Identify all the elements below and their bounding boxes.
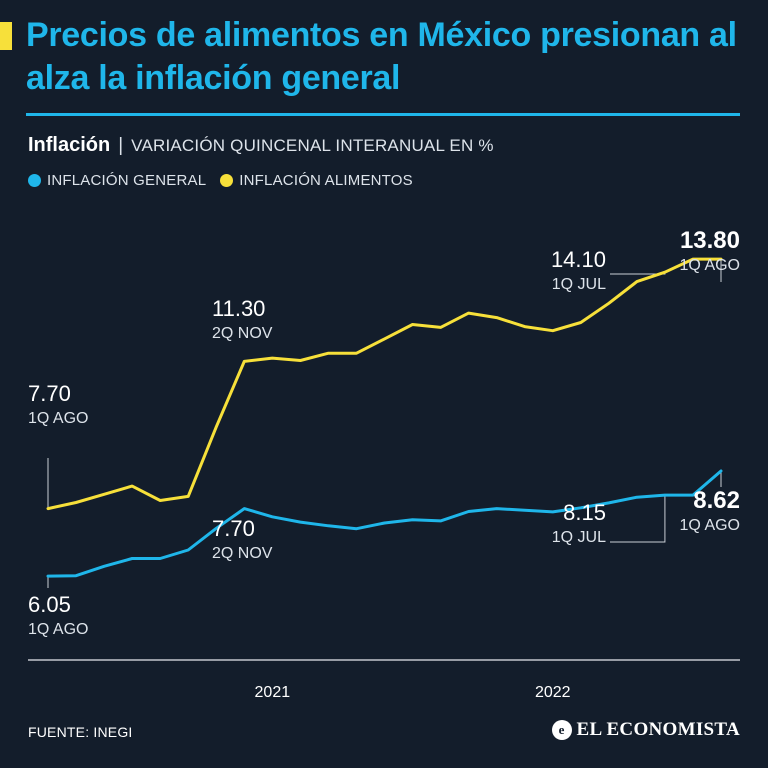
legend-dot-alimentos — [220, 174, 234, 187]
annotation-label: 1Q AGO — [680, 517, 740, 534]
title-divider — [26, 113, 740, 116]
leader-general-jul — [610, 495, 666, 543]
brand-name: EL ECONOMISTA — [576, 719, 740, 740]
title-accent-bar — [0, 22, 12, 50]
annotation-label: 1Q JUL — [552, 276, 606, 293]
legend-dot-general — [28, 174, 41, 187]
annotation-value: 13.80 — [680, 227, 740, 254]
page-title: Precios de alimentos en México presionan… — [26, 16, 737, 97]
annotation-label: 2Q NOV — [212, 545, 273, 562]
annotation-value: 6.05 — [28, 592, 71, 617]
annotation-label: 1Q AGO — [28, 410, 88, 427]
annotation-value: 11.30 — [212, 296, 265, 321]
subtitle-description: VARIACIÓN QUINCENAL INTERANUAL EN % — [131, 136, 494, 155]
brand-icon: e — [551, 720, 572, 740]
legend-label-general: INFLACIÓN GENERAL — [47, 172, 207, 189]
annotation-label: 1Q JUL — [552, 529, 606, 546]
subtitle-separator: | — [118, 135, 124, 156]
annotation-label: 1Q AGO — [28, 621, 88, 638]
chart-legend: INFLACIÓN GENERAL INFLACIÓN ALIMENTOS — [28, 172, 427, 189]
series-line-alimentos — [46, 257, 723, 511]
chart-subtitle: Inflación | VARIACIÓN QUINCENAL INTERANUAL… — [28, 134, 494, 157]
annotation-value: 8.15 — [563, 500, 606, 525]
brand-logo: e EL ECONOMISTA — [551, 719, 741, 741]
x-tick-label: 2021 — [255, 684, 291, 701]
annotation-label: 2Q NOV — [212, 325, 273, 342]
annotation-value: 14.10 — [551, 247, 606, 272]
annotation-value: 7.70 — [212, 516, 255, 541]
annotation-value: 7.70 — [28, 381, 71, 406]
source-note: FUENTE: INEGI — [28, 724, 133, 740]
legend-label-alimentos: INFLACIÓN ALIMENTOS — [239, 172, 413, 189]
annotation-value: 8.62 — [693, 487, 740, 514]
x-tick-label: 2022 — [535, 684, 571, 701]
subtitle-label: Inflación — [28, 134, 111, 156]
legend-item-alimentos: INFLACIÓN ALIMENTOS — [220, 172, 413, 189]
annotation-label: 1Q AGO — [680, 257, 740, 274]
series-line-general — [46, 469, 723, 578]
legend-item-general: INFLACIÓN GENERAL — [28, 172, 206, 189]
